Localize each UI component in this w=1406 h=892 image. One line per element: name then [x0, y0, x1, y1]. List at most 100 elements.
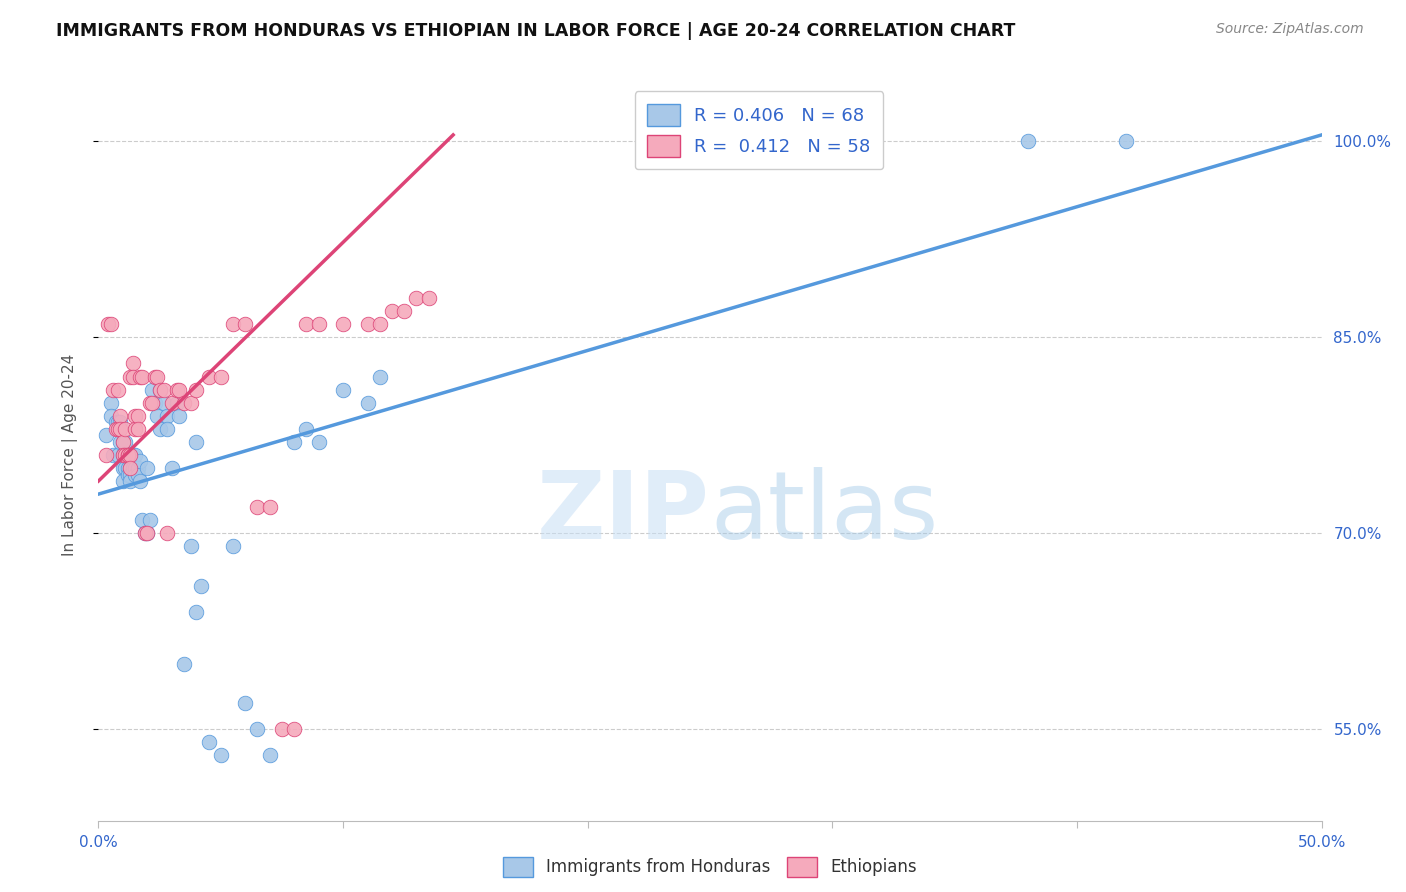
- Point: [405, 291, 427, 305]
- Point: [94, 428, 117, 442]
- Point: [167, 383, 190, 397]
- Point: [107, 448, 129, 462]
- Point: [104, 415, 127, 429]
- Point: [129, 454, 152, 468]
- Point: [100, 395, 122, 409]
- Point: [110, 434, 132, 449]
- Point: [368, 318, 391, 332]
- Point: [121, 461, 143, 475]
- Point: [139, 513, 162, 527]
- Point: [104, 422, 127, 436]
- Point: [120, 474, 142, 488]
- Point: [190, 578, 212, 592]
- Point: [143, 395, 166, 409]
- Point: [222, 540, 245, 554]
- Point: [129, 369, 152, 384]
- Point: [134, 526, 156, 541]
- Point: [101, 383, 124, 397]
- Point: [100, 318, 122, 332]
- Point: [97, 318, 120, 332]
- Point: [124, 448, 146, 462]
- Point: [146, 369, 169, 384]
- Point: [136, 526, 159, 541]
- Point: [153, 395, 176, 409]
- Point: [121, 448, 143, 462]
- Point: [149, 383, 172, 397]
- Point: [180, 540, 202, 554]
- Point: [160, 395, 183, 409]
- Point: [166, 395, 188, 409]
- Point: [141, 395, 163, 409]
- Point: [114, 422, 136, 436]
- Point: [111, 434, 134, 449]
- Point: [233, 696, 256, 710]
- Legend: Immigrants from Honduras, Ethiopians: Immigrants from Honduras, Ethiopians: [495, 848, 925, 886]
- Point: [124, 467, 146, 482]
- Point: [124, 461, 146, 475]
- Point: [114, 448, 136, 462]
- Point: [143, 369, 166, 384]
- Point: [111, 434, 134, 449]
- Point: [124, 422, 146, 436]
- Point: [100, 409, 122, 423]
- Point: [124, 409, 146, 423]
- Point: [186, 434, 208, 449]
- Point: [127, 461, 149, 475]
- Point: [121, 454, 143, 468]
- Point: [156, 422, 179, 436]
- Point: [160, 461, 183, 475]
- Point: [418, 291, 440, 305]
- Point: [111, 448, 134, 462]
- Point: [332, 318, 354, 332]
- Point: [1115, 135, 1137, 149]
- Point: [127, 467, 149, 482]
- Point: [131, 369, 153, 384]
- Point: [111, 461, 134, 475]
- Point: [180, 395, 202, 409]
- Point: [295, 422, 318, 436]
- Point: [141, 383, 163, 397]
- Point: [186, 383, 208, 397]
- Point: [146, 409, 169, 423]
- Point: [120, 461, 142, 475]
- Point: [131, 513, 153, 527]
- Text: IMMIGRANTS FROM HONDURAS VS ETHIOPIAN IN LABOR FORCE | AGE 20-24 CORRELATION CHA: IMMIGRANTS FROM HONDURAS VS ETHIOPIAN IN…: [56, 22, 1015, 40]
- Point: [121, 369, 143, 384]
- Point: [114, 448, 136, 462]
- Point: [156, 409, 179, 423]
- Point: [107, 415, 129, 429]
- Point: [156, 526, 179, 541]
- Point: [332, 383, 354, 397]
- Point: [197, 369, 219, 384]
- Point: [117, 467, 139, 482]
- Point: [134, 526, 156, 541]
- Point: [1017, 135, 1039, 149]
- Text: atlas: atlas: [710, 467, 938, 559]
- Point: [209, 748, 232, 763]
- Point: [120, 448, 142, 462]
- Point: [110, 409, 132, 423]
- Point: [283, 434, 305, 449]
- Point: [110, 422, 132, 436]
- Point: [117, 461, 139, 475]
- Y-axis label: In Labor Force | Age 20-24: In Labor Force | Age 20-24: [62, 354, 77, 556]
- Point: [129, 474, 152, 488]
- Point: [368, 369, 391, 384]
- Point: [173, 657, 195, 671]
- Point: [110, 415, 132, 429]
- Point: [149, 383, 172, 397]
- Point: [117, 448, 139, 462]
- Point: [120, 448, 142, 462]
- Point: [111, 448, 134, 462]
- Point: [166, 383, 188, 397]
- Point: [209, 369, 232, 384]
- Point: [295, 318, 318, 332]
- Point: [94, 448, 117, 462]
- Point: [246, 722, 269, 736]
- Point: [149, 422, 172, 436]
- Point: [246, 500, 269, 515]
- Point: [117, 448, 139, 462]
- Point: [356, 318, 378, 332]
- Point: [197, 735, 219, 749]
- Point: [111, 474, 134, 488]
